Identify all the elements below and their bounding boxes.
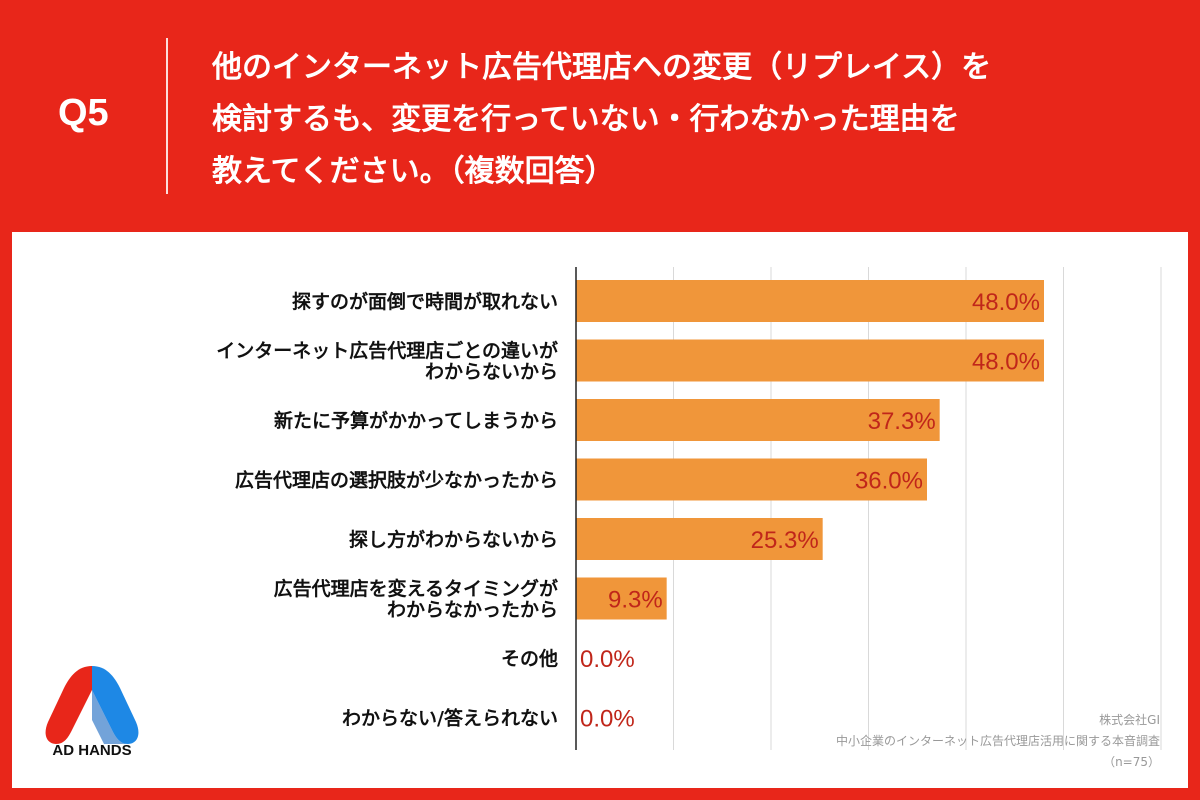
question-line-1: 他のインターネット広告代理店への変更（リプレイス）を bbox=[212, 50, 992, 85]
header: Q5 他のインターネット広告代理店への変更（リプレイス）を 検討するも、変更を行… bbox=[0, 0, 1200, 232]
category-label-7: その他 bbox=[501, 647, 558, 670]
question-line-2: 検討するも、変更を行っていない・行わなかった理由を bbox=[212, 102, 960, 137]
value-label-7: 0.0% bbox=[580, 646, 635, 673]
question-text: 他のインターネット広告代理店への変更（リプレイス）を 検討するも、変更を行ってい… bbox=[212, 42, 1172, 198]
bar-4 bbox=[576, 458, 927, 501]
category-label-2-line-2: わからないから bbox=[425, 361, 558, 383]
source-sample: （n=75） bbox=[1103, 755, 1160, 769]
logo-text: AD HANDS bbox=[52, 742, 132, 759]
question-line-3: 教えてください。（複数回答） bbox=[212, 154, 615, 189]
category-label-2-line-1: インターネット広告代理店ごとの違いが bbox=[216, 339, 558, 362]
category-label-5: 探し方がわからないから bbox=[349, 528, 558, 551]
ad-hands-logo-icon bbox=[45, 666, 139, 744]
value-label-5: 25.3% bbox=[751, 527, 819, 554]
bar-1 bbox=[576, 280, 1044, 322]
header-divider bbox=[166, 38, 168, 194]
category-label-6-line-1: 広告代理店を変えるタイミングが bbox=[274, 577, 558, 600]
category-label-4: 広告代理店の選択肢が少なかったから bbox=[235, 469, 558, 492]
value-label-6: 9.3% bbox=[608, 587, 663, 614]
value-label-3: 37.3% bbox=[868, 408, 936, 435]
category-label-1: 探すのが面倒で時間が取れない bbox=[292, 290, 558, 313]
bar-chart: 48.0% 探すのが面倒で時間が取れない 48.0% インターネット広告代理店ごとの違… bbox=[216, 267, 1162, 750]
bar-3 bbox=[576, 399, 940, 441]
value-label-8: 0.0% bbox=[580, 706, 635, 733]
source-company: 株式会社GI bbox=[1099, 713, 1160, 727]
bar-6 bbox=[576, 577, 667, 620]
source-survey: 中小企業のインターネット広告代理店活用に関する本音調査 bbox=[835, 734, 1160, 748]
category-label-8: わからない/答えられない bbox=[342, 707, 558, 730]
question-number: Q5 bbox=[58, 92, 109, 134]
category-label-6-line-2: わからなかったから bbox=[387, 599, 558, 621]
chart-panel: 48.0% 探すのが面倒で時間が取れない 48.0% インターネット広告代理店ごとの違… bbox=[12, 232, 1188, 788]
bar-2 bbox=[576, 339, 1044, 382]
value-label-2: 48.0% bbox=[972, 349, 1040, 376]
source-note: 株式会社GI 中小企業のインターネット広告代理店活用に関する本音調査 （n=75… bbox=[836, 710, 1160, 773]
bar-5 bbox=[576, 518, 823, 560]
value-label-4: 36.0% bbox=[855, 468, 923, 495]
value-label-1: 48.0% bbox=[972, 289, 1040, 316]
category-label-3: 新たに予算がかかってしまうから bbox=[274, 409, 558, 432]
